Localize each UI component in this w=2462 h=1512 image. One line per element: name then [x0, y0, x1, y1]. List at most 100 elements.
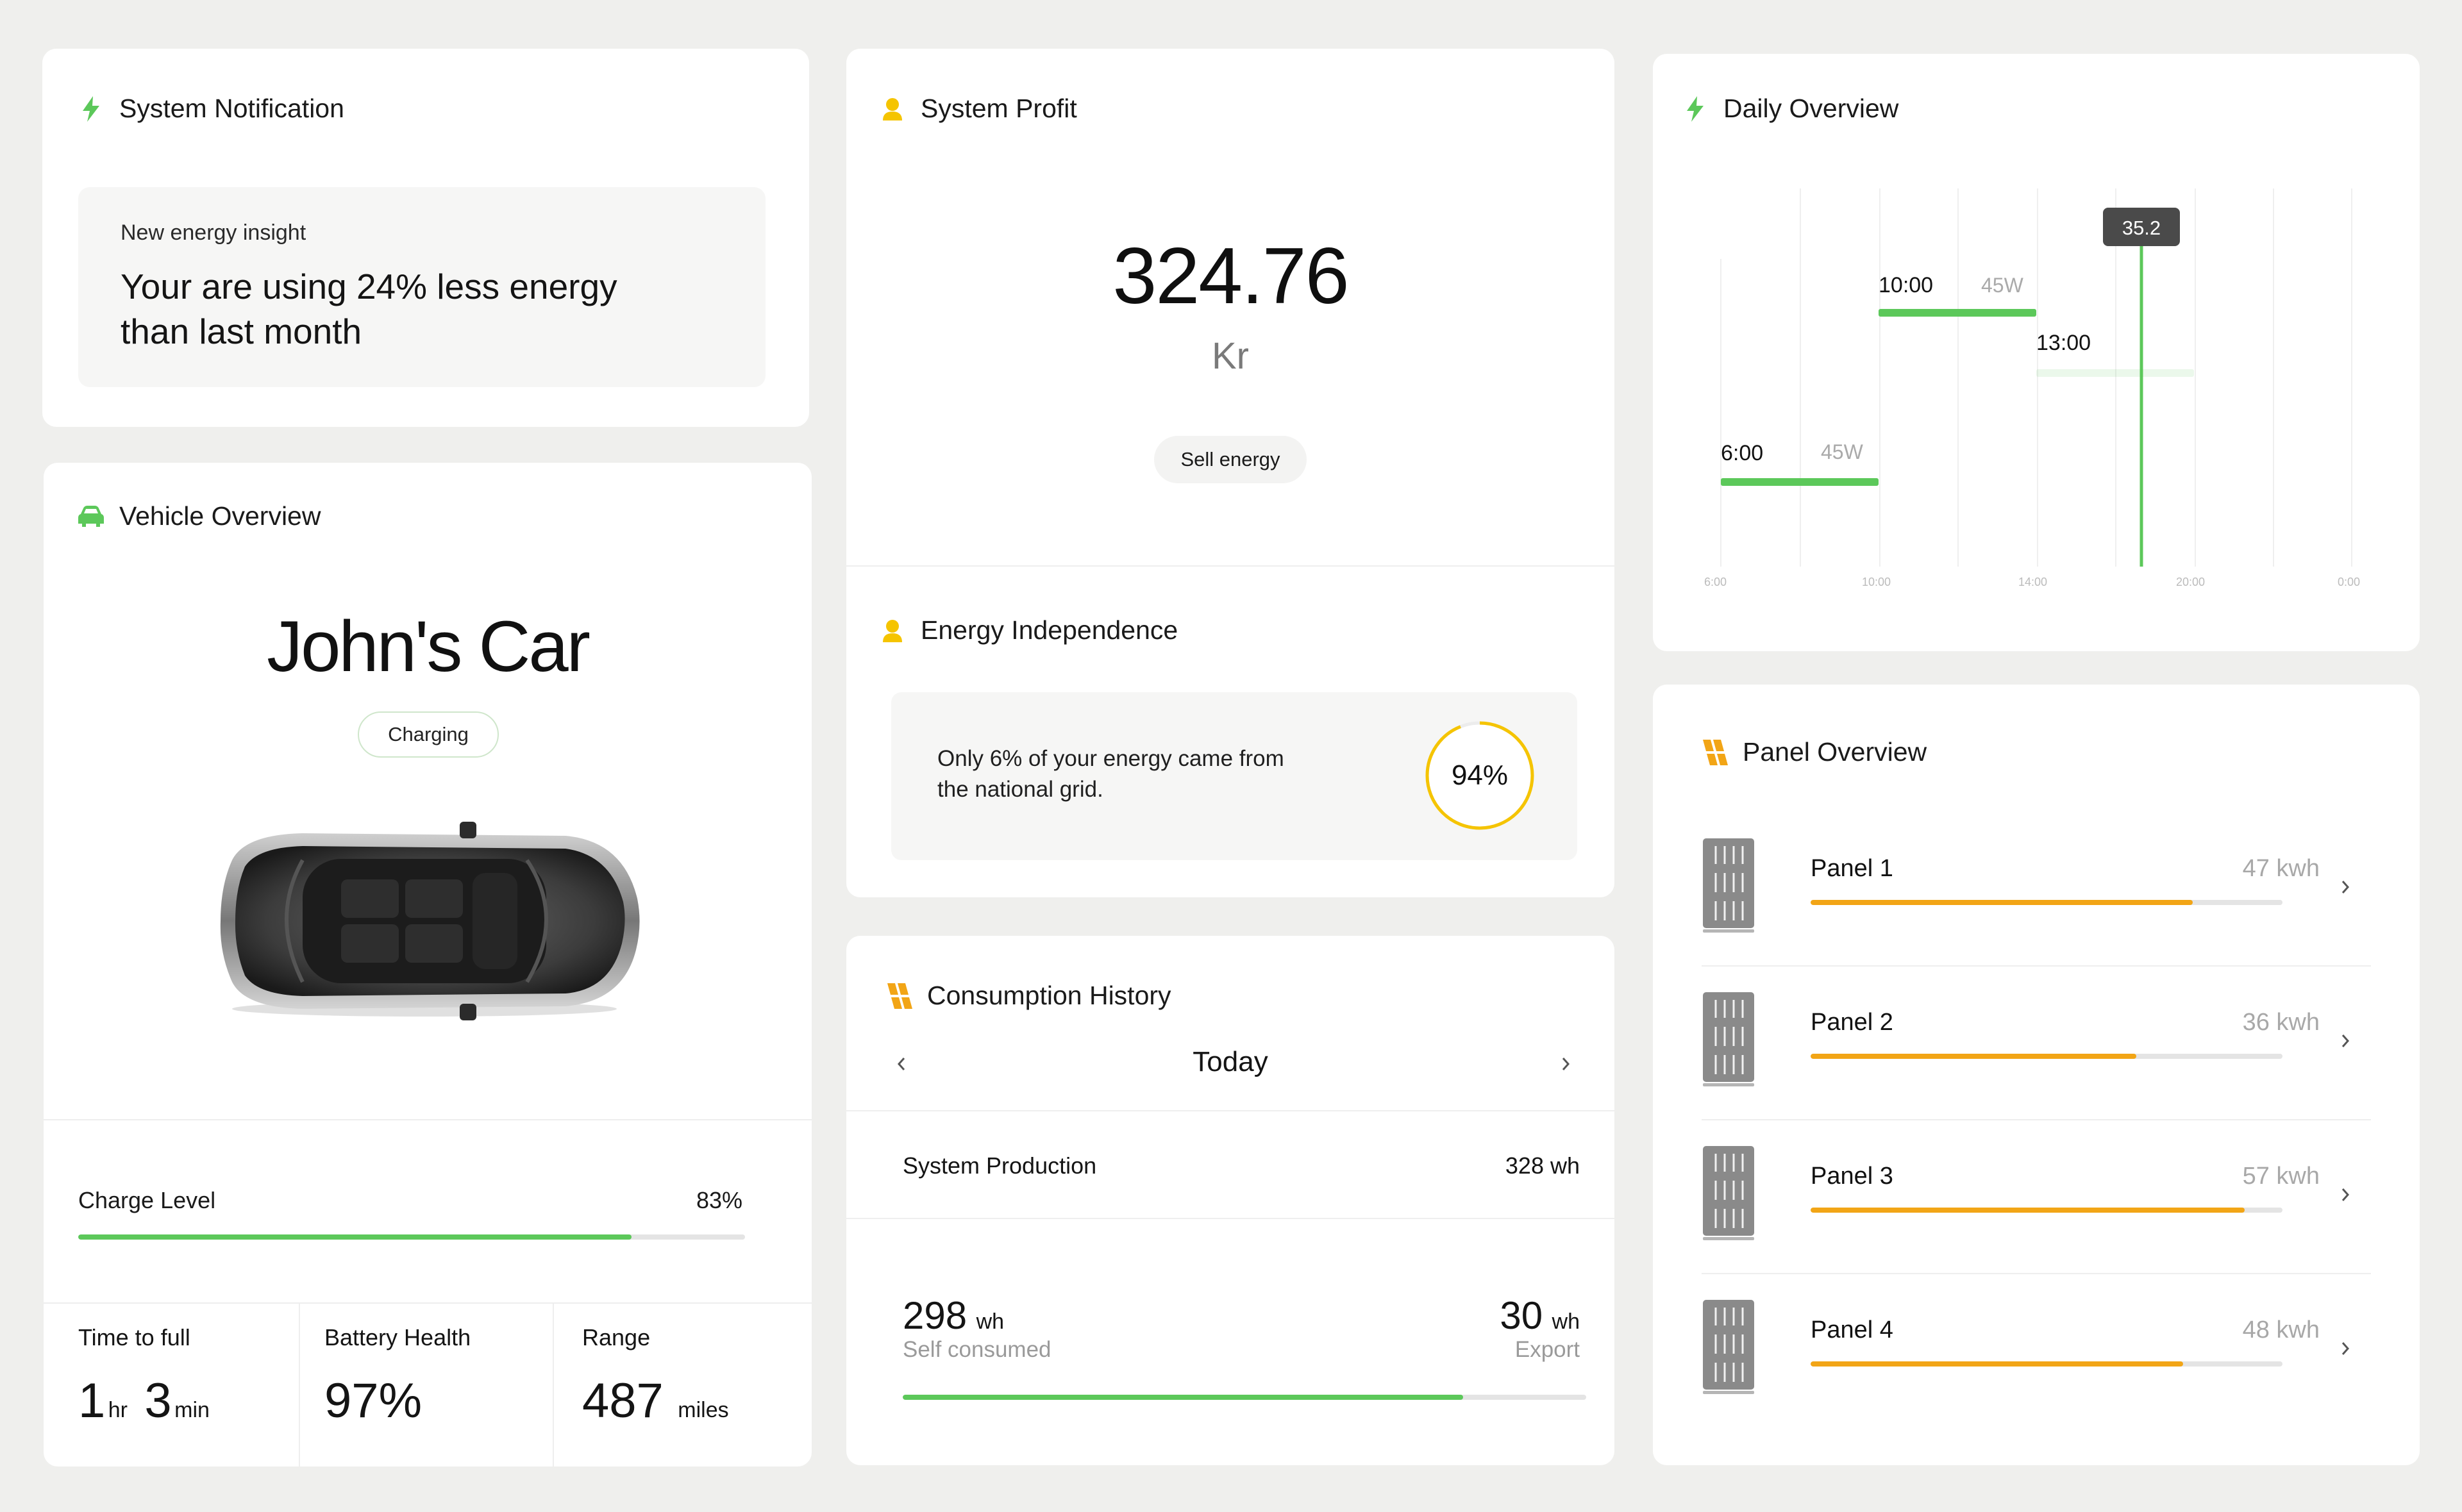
time-minutes-unit: min: [174, 1398, 210, 1422]
tooltip-value: 35.2: [2122, 217, 2161, 239]
time-hours-unit: hr: [108, 1398, 128, 1422]
panel-energy-bar: [1811, 1361, 2282, 1367]
independence-text: Only 6% of your energy came from the nat…: [937, 744, 1284, 805]
divider: [846, 1218, 1614, 1219]
segment-bar-2: [1879, 309, 2036, 317]
system-profit-card: System Profit 324.76 Kr Sell energy Ener…: [846, 49, 1614, 897]
card-title: Daily Overview: [1681, 94, 1898, 124]
daily-title: Daily Overview: [1723, 94, 1899, 123]
chevron-left-icon: [897, 1058, 905, 1070]
profit-amount: 324.76: [1112, 232, 1349, 320]
previous-period-button[interactable]: [889, 1051, 914, 1077]
range-number: 487: [582, 1374, 664, 1428]
chevron-right-icon: [1562, 1058, 1570, 1070]
card-title: System Notification: [77, 94, 344, 124]
solar-panel-image: [1703, 838, 1754, 933]
card-title: System Profit: [878, 94, 1077, 124]
card-title: Consumption History: [885, 981, 1171, 1011]
panel-energy-fill: [1811, 900, 2193, 905]
panel-row-3[interactable]: Panel 3 57 kwh: [1653, 1146, 2420, 1300]
insight-message: Your are using 24% less energy than last…: [121, 264, 617, 354]
divider: [846, 1110, 1614, 1111]
self-consumed-value: 298 wh: [903, 1293, 1004, 1338]
panel-row-4[interactable]: Panel 4 48 kwh: [1653, 1300, 2420, 1454]
panel-name: Panel 1: [1811, 855, 1893, 882]
panel-energy-fill: [1811, 1361, 2184, 1367]
vehicle-title: Vehicle Overview: [119, 501, 321, 531]
range-label: Range: [582, 1324, 651, 1350]
notification-title: System Notification: [119, 94, 344, 123]
independence-percent: 94%: [1452, 760, 1508, 791]
period-label: Today: [1193, 1046, 1268, 1077]
charging-status-badge: Charging: [358, 711, 499, 758]
panel-energy-bar: [1811, 900, 2282, 905]
charge-level-bar: [78, 1234, 745, 1240]
battery-health-value: 97%: [324, 1374, 423, 1428]
energy-insight-box[interactable]: New energy insight Your are using 24% le…: [78, 187, 766, 387]
segment-time-1: 6:00: [1721, 441, 1763, 465]
segment-bar-1: [1721, 478, 1879, 486]
charge-level-label: Charge Level: [78, 1187, 216, 1213]
independence-ring-arc: [1425, 721, 1534, 830]
independence-text-line1: Only 6% of your energy came from: [937, 746, 1284, 771]
card-title: Vehicle Overview: [77, 501, 321, 531]
profit-title: System Profit: [921, 94, 1077, 123]
system-production-value: 328 wh: [1505, 1152, 1580, 1179]
panel-row-2[interactable]: Panel 2 36 kwh: [1653, 992, 2420, 1146]
person-icon: [878, 95, 907, 123]
time-hours: 1: [78, 1374, 106, 1428]
segment-time-3: 13:00: [2036, 331, 2091, 355]
divider: [1702, 965, 2371, 967]
independence-ring: 94%: [1425, 721, 1534, 830]
independence-title: Energy Independence: [921, 615, 1178, 645]
time-to-full-label: Time to full: [78, 1324, 190, 1350]
segment-time-2: 10:00: [1879, 273, 1933, 297]
chart-gridlines: [1720, 188, 2352, 567]
daily-overview-chart: 6:00 45W 10:00 45W 13:00 35.2 6:00 10:00…: [1704, 188, 2360, 588]
range-value: 487 miles: [582, 1373, 729, 1429]
person-icon: [878, 617, 907, 645]
x-tick-5: 0:00: [2338, 576, 2360, 588]
divider: [44, 1119, 812, 1120]
panel-details-button[interactable]: [2332, 874, 2358, 900]
sell-energy-button[interactable]: Sell energy: [1154, 436, 1307, 483]
self-consumed-unit: wh: [976, 1309, 1005, 1334]
system-notification-card: System Notification New energy insight Y…: [42, 49, 809, 427]
panel-energy-value: 48 kwh: [2242, 1317, 2320, 1343]
solar-panel-image: [1703, 1300, 1754, 1394]
panel-details-button[interactable]: [2332, 1028, 2358, 1054]
panel-energy-value: 36 kwh: [2242, 1009, 2320, 1036]
bolt-icon: [1681, 95, 1709, 123]
panel-details-button[interactable]: [2332, 1336, 2358, 1361]
x-tick-2: 10:00: [1862, 576, 1891, 588]
segment-power-1: 45W: [1821, 440, 1864, 463]
panel-energy-bar: [1811, 1054, 2282, 1059]
chevron-right-icon: [2341, 881, 2350, 893]
car-image: [220, 822, 640, 1020]
x-tick-4: 20:00: [2176, 576, 2205, 588]
card-title: Energy Independence: [878, 615, 1178, 645]
solar-panel-icon: [885, 982, 913, 1010]
divider: [553, 1302, 554, 1466]
divider: [1702, 1273, 2371, 1274]
next-period-button[interactable]: [1553, 1051, 1579, 1077]
x-tick-3: 14:00: [2018, 576, 2047, 588]
panel-details-button[interactable]: [2332, 1182, 2358, 1208]
self-consumed-label: Self consumed: [903, 1337, 1051, 1362]
profit-currency: Kr: [1212, 335, 1249, 377]
panel-row-1[interactable]: Panel 1 47 kwh: [1653, 838, 2420, 992]
self-consumed-number: 298: [903, 1294, 967, 1337]
self-consumed-fill: [903, 1395, 1464, 1400]
insight-label: New energy insight: [121, 220, 306, 245]
range-unit: miles: [678, 1398, 729, 1422]
charge-level-value: 83%: [696, 1187, 742, 1213]
daily-overview-card: Daily Overview 6:00 45W 10:00 45W 13:00 …: [1653, 54, 2420, 651]
divider: [846, 565, 1614, 567]
export-number: 30: [1500, 1294, 1543, 1337]
consumption-history-card: Consumption History Today System Product…: [846, 936, 1614, 1465]
panel-energy-fill: [1811, 1054, 2136, 1059]
time-to-full-value: 1 hr 3 min: [78, 1373, 210, 1429]
segment-bar-3: [2036, 369, 2194, 377]
panel-name: Panel 2: [1811, 1009, 1893, 1036]
panel-energy-bar: [1811, 1208, 2282, 1213]
